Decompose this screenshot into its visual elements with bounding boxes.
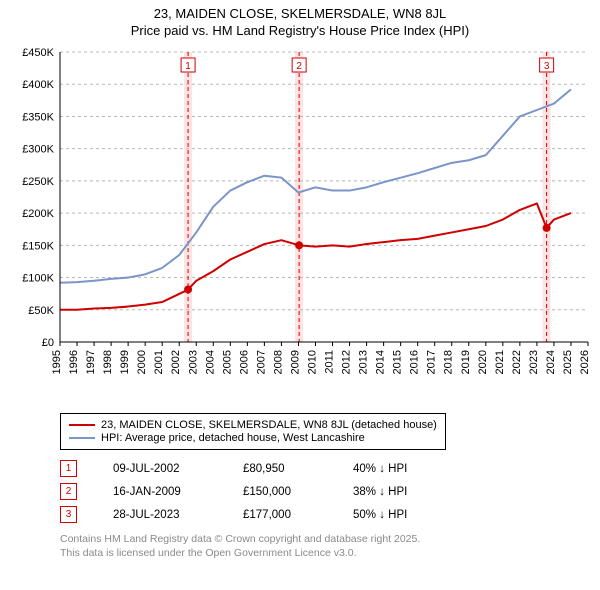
svg-text:2: 2 bbox=[296, 61, 302, 72]
svg-text:£200K: £200K bbox=[22, 208, 54, 220]
title-subtitle: Price paid vs. HM Land Registry's House … bbox=[0, 23, 600, 38]
svg-text:2020: 2020 bbox=[477, 350, 489, 374]
svg-text:1999: 1999 bbox=[119, 350, 131, 374]
sales-table: 1 09-JUL-2002 £80,950 40% ↓ HPI 2 16-JAN… bbox=[60, 460, 600, 523]
svg-text:2024: 2024 bbox=[545, 350, 557, 374]
sale-price: £150,000 bbox=[243, 486, 353, 498]
sale-marker-icon: 2 bbox=[60, 483, 77, 500]
svg-text:2017: 2017 bbox=[426, 350, 438, 374]
svg-text:2025: 2025 bbox=[562, 350, 574, 374]
footer-line: Contains HM Land Registry data © Crown c… bbox=[60, 533, 600, 547]
price-chart: £0 £50K £100K £150K £200K £250K £300K £350K £400… bbox=[0, 42, 600, 402]
sale-date: 16-JAN-2009 bbox=[113, 486, 243, 498]
sale-row: 3 28-JUL-2023 £177,000 50% ↓ HPI bbox=[60, 506, 600, 523]
attribution-footer: Contains HM Land Registry data © Crown c… bbox=[60, 533, 600, 568]
svg-text:2005: 2005 bbox=[221, 350, 233, 374]
legend-item: 23, MAIDEN CLOSE, SKELMERSDALE, WN8 8JL … bbox=[69, 419, 437, 431]
svg-text:3: 3 bbox=[544, 61, 550, 72]
svg-text:2023: 2023 bbox=[528, 350, 540, 374]
sale-row: 2 16-JAN-2009 £150,000 38% ↓ HPI bbox=[60, 483, 600, 500]
sale-marker-icon: 3 bbox=[60, 506, 77, 523]
svg-text:2016: 2016 bbox=[409, 350, 421, 374]
svg-text:1996: 1996 bbox=[68, 350, 80, 374]
sale-marker-icon: 1 bbox=[60, 460, 77, 477]
svg-text:2018: 2018 bbox=[443, 350, 455, 374]
svg-text:1: 1 bbox=[185, 61, 191, 72]
svg-text:1997: 1997 bbox=[85, 350, 97, 374]
svg-text:2026: 2026 bbox=[579, 350, 591, 374]
sale-price: £80,950 bbox=[243, 463, 353, 475]
svg-text:£250K: £250K bbox=[22, 176, 54, 188]
sale-price: £177,000 bbox=[243, 509, 353, 521]
svg-text:£400K: £400K bbox=[22, 79, 54, 91]
svg-text:£50K: £50K bbox=[28, 305, 54, 317]
legend-label: HPI: Average price, detached house, West… bbox=[101, 432, 365, 444]
svg-text:2008: 2008 bbox=[272, 350, 284, 374]
svg-text:2015: 2015 bbox=[392, 350, 404, 374]
svg-text:2010: 2010 bbox=[306, 350, 318, 374]
svg-text:2012: 2012 bbox=[341, 350, 353, 374]
svg-text:2019: 2019 bbox=[460, 350, 472, 374]
svg-text:2003: 2003 bbox=[187, 350, 199, 374]
legend-label: 23, MAIDEN CLOSE, SKELMERSDALE, WN8 8JL … bbox=[101, 419, 437, 431]
sale-date: 28-JUL-2023 bbox=[113, 509, 243, 521]
svg-text:£450K: £450K bbox=[22, 47, 54, 59]
svg-text:2000: 2000 bbox=[136, 350, 148, 374]
legend-item: HPI: Average price, detached house, West… bbox=[69, 432, 437, 444]
title-address: 23, MAIDEN CLOSE, SKELMERSDALE, WN8 8JL bbox=[0, 6, 600, 21]
svg-text:2022: 2022 bbox=[511, 350, 523, 374]
svg-text:1995: 1995 bbox=[51, 350, 63, 374]
svg-text:2011: 2011 bbox=[324, 350, 336, 374]
svg-text:2014: 2014 bbox=[375, 350, 387, 374]
sale-pct: 38% ↓ HPI bbox=[353, 486, 473, 498]
sale-date: 09-JUL-2002 bbox=[113, 463, 243, 475]
svg-text:2006: 2006 bbox=[238, 350, 250, 374]
sale-pct: 40% ↓ HPI bbox=[353, 463, 473, 475]
sale-row: 1 09-JUL-2002 £80,950 40% ↓ HPI bbox=[60, 460, 600, 477]
svg-text:£150K: £150K bbox=[22, 240, 54, 252]
svg-text:2004: 2004 bbox=[204, 350, 216, 374]
legend: 23, MAIDEN CLOSE, SKELMERSDALE, WN8 8JL … bbox=[60, 413, 446, 450]
svg-text:2002: 2002 bbox=[170, 350, 182, 374]
svg-text:2007: 2007 bbox=[255, 350, 267, 374]
legend-swatch bbox=[69, 424, 95, 426]
svg-text:1998: 1998 bbox=[102, 350, 114, 374]
svg-text:2009: 2009 bbox=[289, 350, 301, 374]
svg-text:2013: 2013 bbox=[358, 350, 370, 374]
sale-pct: 50% ↓ HPI bbox=[353, 509, 473, 521]
svg-text:2001: 2001 bbox=[153, 350, 165, 374]
svg-text:£300K: £300K bbox=[22, 144, 54, 156]
svg-text:£350K: £350K bbox=[22, 111, 54, 123]
footer-line: This data is licensed under the Open Gov… bbox=[60, 547, 600, 561]
svg-text:£0: £0 bbox=[42, 337, 54, 349]
svg-text:£100K: £100K bbox=[22, 273, 54, 285]
svg-text:2021: 2021 bbox=[494, 350, 506, 374]
legend-swatch bbox=[69, 437, 95, 439]
